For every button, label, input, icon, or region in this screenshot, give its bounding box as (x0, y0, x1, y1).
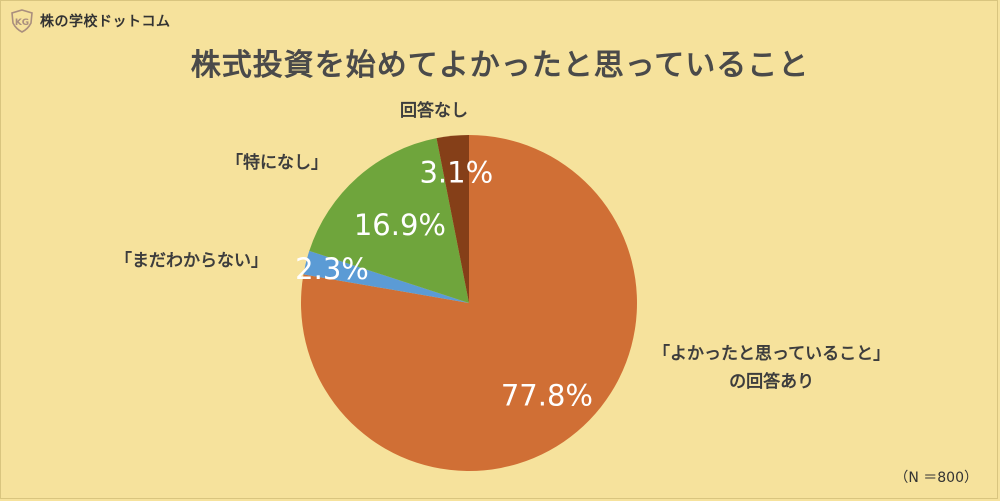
data-label-unsure: 2.3% (295, 252, 369, 286)
brand: KG 株の学校ドットコム (10, 8, 171, 34)
category-label-answered-line-2: の回答あり (729, 372, 815, 392)
data-label-no-answer: 3.1% (419, 156, 493, 190)
category-label-answered-line-1: 「よかったと思っていること」 (653, 344, 891, 364)
data-label-answered: 77.8% (501, 379, 593, 413)
category-label-none: 「特になし」 (226, 153, 328, 173)
pie-slice-answered (300, 135, 637, 472)
chart-title: 株式投資を始めてよかったと思っていること (190, 48, 810, 83)
shield-logo-icon: KG (11, 9, 33, 33)
pie-slice-unsure (303, 250, 469, 303)
sample-size-note: （N ＝800） (894, 470, 978, 486)
data-label-none: 16.9% (354, 208, 446, 242)
pie-slice-none (309, 138, 469, 303)
brand-name: 株の学校ドットコム (40, 14, 171, 30)
logo-monogram: KG (15, 18, 29, 28)
category-label-answered: 「よかったと思っていること」 の回答あり (653, 340, 890, 396)
category-label-no-answer: 回答なし (400, 101, 468, 121)
category-label-unsure: 「まだわからない」 (115, 251, 268, 271)
pie-slice-no-answer (436, 135, 469, 303)
